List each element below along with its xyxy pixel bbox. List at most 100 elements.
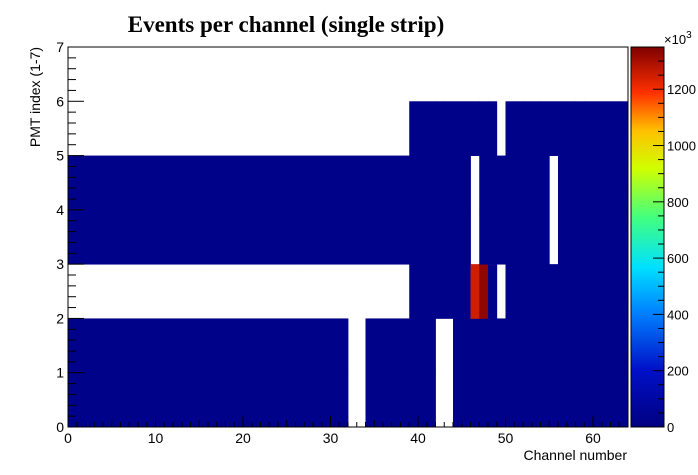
heatmap-cell bbox=[488, 101, 498, 156]
heatmap-cell bbox=[383, 155, 393, 211]
heatmap-cell bbox=[461, 318, 471, 374]
heatmap-cell bbox=[173, 318, 183, 374]
heatmap-cell bbox=[461, 264, 471, 319]
colorbar-tick-label: 800 bbox=[667, 195, 689, 210]
heatmap-cell bbox=[593, 318, 603, 374]
heatmap-cell bbox=[76, 372, 86, 428]
heatmap-cell bbox=[418, 155, 428, 211]
heatmap-cell bbox=[129, 318, 139, 374]
heatmap-cell bbox=[601, 155, 611, 211]
chart-title: Events per channel (single strip) bbox=[128, 12, 444, 37]
heatmap-cell bbox=[138, 155, 148, 211]
heatmap-cell bbox=[260, 372, 270, 428]
heatmap-cell bbox=[409, 372, 419, 428]
heatmap-cell bbox=[479, 155, 489, 211]
heatmap-cell bbox=[374, 209, 384, 265]
heatmap-cell bbox=[339, 318, 349, 374]
heatmap-cell bbox=[190, 155, 200, 211]
heatmap-cell bbox=[496, 318, 506, 374]
y-tick-label: 6 bbox=[56, 93, 64, 109]
heatmap-cell bbox=[505, 318, 515, 374]
heatmap-cell bbox=[286, 209, 296, 265]
y-tick-label: 0 bbox=[56, 419, 64, 435]
heatmap-cells bbox=[68, 101, 629, 428]
heatmap-cell bbox=[155, 372, 165, 428]
heatmap-cell bbox=[365, 318, 375, 374]
heatmap-cell bbox=[243, 155, 253, 211]
heatmap-cell bbox=[505, 264, 515, 319]
heatmap-cell bbox=[234, 209, 244, 265]
heatmap-cell bbox=[453, 372, 463, 428]
heatmap-cell bbox=[453, 264, 463, 319]
y-tick-label: 2 bbox=[56, 310, 64, 326]
heatmap-cell bbox=[461, 155, 471, 211]
heatmap-cell bbox=[251, 209, 261, 265]
heatmap-cell bbox=[549, 318, 559, 374]
heatmap-cell bbox=[313, 372, 323, 428]
heatmap-cell bbox=[199, 209, 209, 265]
heatmap-cell bbox=[523, 318, 533, 374]
heatmap-cell bbox=[593, 264, 603, 319]
heatmap-cell bbox=[138, 318, 148, 374]
heatmap-cell bbox=[286, 155, 296, 211]
heatmap-cell bbox=[269, 209, 279, 265]
heatmap-cell bbox=[260, 318, 270, 374]
heatmap-cell bbox=[514, 209, 524, 265]
heatmap-cell bbox=[181, 372, 191, 428]
heatmap-cell bbox=[593, 155, 603, 211]
heatmap-cell bbox=[330, 209, 340, 265]
heatmap-cell bbox=[575, 318, 585, 374]
heatmap-cell bbox=[146, 372, 156, 428]
heatmap-cell bbox=[225, 318, 235, 374]
heatmap-cell bbox=[584, 318, 594, 374]
heatmap-cell bbox=[540, 372, 550, 428]
heatmap-cell bbox=[566, 264, 576, 319]
heatmap-cell bbox=[505, 209, 515, 265]
y-tick-label: 7 bbox=[56, 39, 64, 55]
heatmap-cell bbox=[181, 155, 191, 211]
heatmap-cell bbox=[391, 155, 401, 211]
heatmap-cell bbox=[540, 155, 550, 211]
heatmap-cell bbox=[584, 101, 594, 156]
heatmap-cell bbox=[505, 372, 515, 428]
heatmap-cell bbox=[584, 155, 594, 211]
heatmap-cell bbox=[286, 372, 296, 428]
heatmap-cell bbox=[461, 372, 471, 428]
heatmap-cell bbox=[549, 372, 559, 428]
heatmap-cell bbox=[374, 372, 384, 428]
heatmap-cell bbox=[540, 101, 550, 156]
heatmap-cell bbox=[278, 372, 288, 428]
heatmap-cell bbox=[356, 209, 366, 265]
heatmap-cell bbox=[365, 209, 375, 265]
heatmap-cell bbox=[418, 264, 428, 319]
heatmap-cell bbox=[348, 155, 358, 211]
heatmap-cell bbox=[68, 318, 78, 374]
y-tick-label: 1 bbox=[56, 365, 64, 381]
heatmap-cell bbox=[610, 155, 620, 211]
heatmap-cell bbox=[383, 318, 393, 374]
heatmap-cell bbox=[566, 209, 576, 265]
y-axis-label: PMT index (1-7) bbox=[27, 47, 43, 147]
heatmap-cell bbox=[514, 372, 524, 428]
heatmap-cell bbox=[523, 372, 533, 428]
heatmap-cell bbox=[225, 209, 235, 265]
heatmap-cell bbox=[540, 209, 550, 265]
heatmap-cell bbox=[330, 155, 340, 211]
heatmap-cell bbox=[173, 155, 183, 211]
heatmap-cell bbox=[409, 209, 419, 265]
heatmap-cell bbox=[610, 372, 620, 428]
heatmap-cell bbox=[558, 101, 568, 156]
heatmap-cell bbox=[418, 101, 428, 156]
heatmap-cell bbox=[208, 318, 218, 374]
heatmap-cell bbox=[531, 372, 541, 428]
heatmap-cell bbox=[540, 318, 550, 374]
heatmap-cell bbox=[584, 264, 594, 319]
heatmap-cell bbox=[155, 155, 165, 211]
heatmap-cell bbox=[584, 209, 594, 265]
x-axis: 0 10 20 30 40 50 60 bbox=[64, 416, 629, 446]
heatmap-cell bbox=[435, 101, 445, 156]
heatmap-cell bbox=[146, 318, 156, 374]
heatmap-cell bbox=[68, 372, 78, 428]
y-tick-label: 5 bbox=[56, 148, 64, 164]
